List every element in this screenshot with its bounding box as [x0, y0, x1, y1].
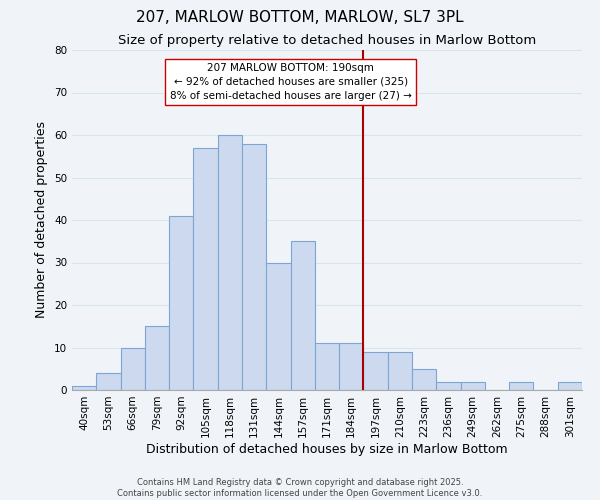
Bar — [121, 348, 145, 390]
Bar — [169, 216, 193, 390]
Bar — [461, 382, 485, 390]
Text: 207 MARLOW BOTTOM: 190sqm
← 92% of detached houses are smaller (325)
8% of semi-: 207 MARLOW BOTTOM: 190sqm ← 92% of detac… — [170, 62, 412, 101]
Text: 207, MARLOW BOTTOM, MARLOW, SL7 3PL: 207, MARLOW BOTTOM, MARLOW, SL7 3PL — [136, 10, 464, 25]
Text: Contains HM Land Registry data © Crown copyright and database right 2025.
Contai: Contains HM Land Registry data © Crown c… — [118, 478, 482, 498]
Bar — [388, 352, 412, 390]
Bar — [412, 369, 436, 390]
Bar — [96, 373, 121, 390]
Bar — [193, 148, 218, 390]
Bar — [242, 144, 266, 390]
Bar — [72, 386, 96, 390]
Bar — [145, 326, 169, 390]
Bar — [339, 343, 364, 390]
Bar — [266, 262, 290, 390]
Bar — [509, 382, 533, 390]
Bar — [290, 242, 315, 390]
X-axis label: Distribution of detached houses by size in Marlow Bottom: Distribution of detached houses by size … — [146, 442, 508, 456]
Bar — [315, 343, 339, 390]
Bar — [436, 382, 461, 390]
Y-axis label: Number of detached properties: Number of detached properties — [35, 122, 49, 318]
Title: Size of property relative to detached houses in Marlow Bottom: Size of property relative to detached ho… — [118, 34, 536, 48]
Bar — [558, 382, 582, 390]
Bar — [218, 135, 242, 390]
Bar — [364, 352, 388, 390]
